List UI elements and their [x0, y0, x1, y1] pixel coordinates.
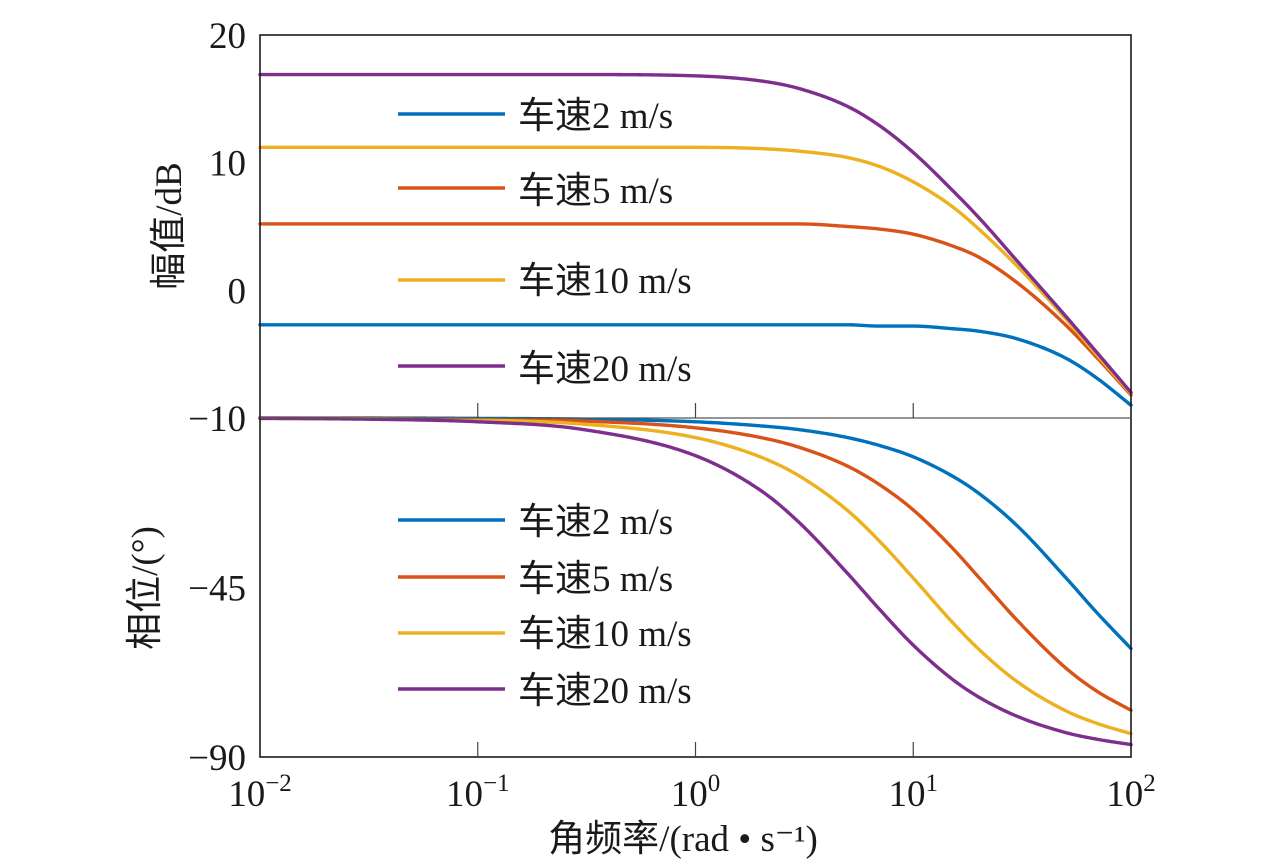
tick-marks: [477, 403, 914, 757]
legend-label: 车速2 m/s: [518, 501, 673, 543]
y-tick-label: −10: [188, 399, 246, 440]
x-tick-label: 10−1: [446, 770, 510, 815]
x-tick-base: 10: [1106, 774, 1143, 815]
legend-item: 车速20 m/s: [398, 670, 692, 712]
x-tick-label: 101: [889, 770, 939, 815]
y-tick-label: −45: [188, 568, 246, 609]
y-tick-label: 20: [209, 16, 246, 57]
x-tick-label: 10−2: [228, 770, 292, 815]
x-tick-base: 10: [446, 774, 483, 815]
y-tick-label: 10: [209, 144, 246, 185]
x-tick-base: 10: [671, 774, 708, 815]
magnitude-line-series-2: [258, 222, 1133, 397]
x-tick-exponent: 1: [926, 770, 939, 797]
plot-frame: [259, 34, 1132, 758]
legend-magnitude: 车速2 m/s 车速5 m/s 车速10 m/s 车速20 m/s: [398, 95, 692, 390]
legend-label: 车速2 m/s: [518, 95, 673, 137]
legend-item: 车速20 m/s: [398, 348, 692, 390]
x-axis-label: 角频率/(rad • s⁻¹): [548, 818, 818, 860]
phase-line-series-3: [258, 416, 1133, 736]
y-tick-labels: 20 10 0 −10 −45 −90: [188, 16, 246, 779]
legend-label: 车速5 m/s: [518, 558, 673, 600]
legend-item: 车速10 m/s: [398, 613, 692, 655]
phase-line-series-1: [258, 416, 1133, 651]
legend-item: 车速2 m/s: [398, 501, 673, 543]
legend-item: 车速5 m/s: [398, 558, 673, 600]
x-tick-labels: 10−2 10−1 100 101 102: [228, 770, 1156, 815]
legend-item: 车速5 m/s: [398, 170, 673, 212]
magnitude-line-series-3: [258, 145, 1133, 396]
x-tick-label: 102: [1106, 770, 1156, 815]
legend-label: 车速20 m/s: [518, 670, 692, 712]
x-tick-exponent: −1: [483, 770, 510, 797]
x-tick-exponent: −2: [265, 770, 292, 797]
phase-line-series-4: [258, 416, 1133, 747]
y-tick-label: 0: [228, 271, 247, 312]
magnitude-line-series-1: [258, 323, 1133, 407]
magnitude-line-series-4: [258, 72, 1133, 395]
legend-label: 车速10 m/s: [518, 613, 692, 655]
legend-label: 车速20 m/s: [518, 348, 692, 390]
y-axis-label-magnitude: 幅值/dB: [149, 162, 190, 289]
x-tick-base: 10: [889, 774, 926, 815]
legend-phase: 车速2 m/s 车速5 m/s 车速10 m/s 车速20 m/s: [398, 501, 692, 712]
y-axis-label-phase: 相位/(°): [124, 526, 166, 650]
magnitude-curves: [258, 72, 1133, 407]
legend-label: 车速5 m/s: [518, 170, 673, 212]
legend-item: 车速10 m/s: [398, 260, 692, 302]
x-tick-base: 10: [228, 774, 265, 815]
phase-curves: [258, 416, 1133, 747]
y-tick-label: −90: [188, 738, 246, 779]
legend-item: 车速2 m/s: [398, 95, 673, 137]
x-tick-exponent: 2: [1143, 770, 1156, 797]
legend-label: 车速10 m/s: [518, 260, 692, 302]
x-tick-exponent: 0: [708, 770, 721, 797]
x-tick-label: 100: [671, 770, 721, 815]
